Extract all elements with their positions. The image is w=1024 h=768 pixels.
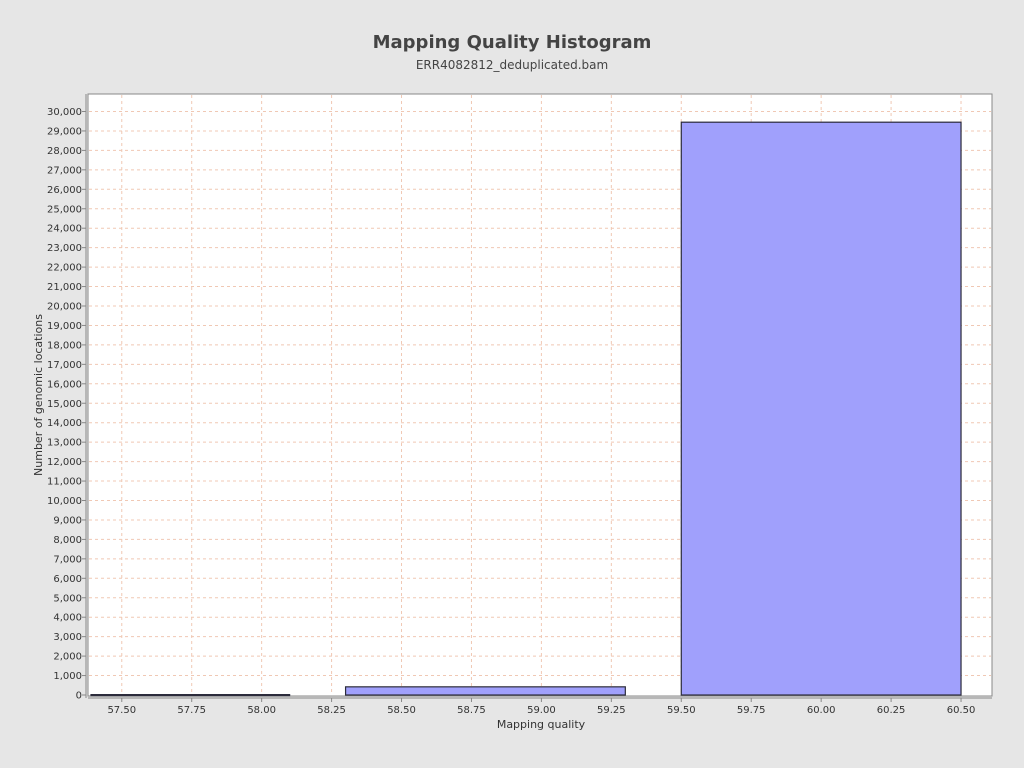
histogram-bar [344,686,626,696]
axes: 0 1,000 2,000 3,000 4,000 5,000 6,000 7,000 8,00… [47,94,992,716]
y-tick-label: 15,000 [47,399,82,410]
y-tick-label: 22,000 [47,263,82,274]
x-tick-label: 59.75 [737,705,766,716]
x-tick-label: 60.00 [807,705,836,716]
y-tick-label: 8,000 [53,535,82,546]
y-tick-label: 7,000 [53,554,82,565]
y-tick-label: 23,000 [47,243,82,254]
x-tick-label: 59.25 [597,705,626,716]
y-tick-label: 9,000 [53,515,82,526]
x-tick-label: 60.50 [947,705,976,716]
y-tick-label: 1,000 [53,671,82,682]
y-tick-label: 17,000 [47,360,82,371]
y-tick-label: 10,000 [47,496,82,507]
histogram-bar [680,121,962,696]
y-tick-label: 13,000 [47,438,82,449]
histogram-bar [90,694,291,697]
y-tick-label: 14,000 [47,418,82,429]
x-tick-label: 59.50 [667,705,696,716]
y-tick-label: 24,000 [47,224,82,235]
x-tick-label: 58.00 [247,705,276,716]
x-tick-label: 59.00 [527,705,556,716]
y-tick-label: 16,000 [47,379,82,390]
histogram-bars [90,121,962,697]
y-tick-label: 30,000 [47,107,82,118]
x-tick-label: 60.25 [877,705,906,716]
chart-title: Mapping Quality Histogram [373,32,652,53]
chart-subtitle: ERR4082812_deduplicated.bam [416,58,608,72]
y-tick-label: 3,000 [53,632,82,643]
y-axis-label: Number of genomic locations [32,314,45,476]
y-tick-label: 11,000 [47,477,82,488]
x-axis-label: Mapping quality [497,718,586,731]
x-tick-label: 57.50 [107,705,136,716]
x-tick-label: 58.25 [317,705,346,716]
y-tick-label: 29,000 [47,126,82,137]
y-tick-label: 5,000 [53,593,82,604]
y-tick-label: 19,000 [47,321,82,332]
y-tick-label: 4,000 [53,613,82,624]
y-tick-label: 2,000 [53,652,82,663]
y-tick-label: 18,000 [47,340,82,351]
y-tick-label: 12,000 [47,457,82,468]
x-tick-label: 57.75 [177,705,206,716]
y-tick-label: 25,000 [47,204,82,215]
y-tick-label: 6,000 [53,574,82,585]
y-tick-label: 20,000 [47,302,82,313]
y-tick-label: 21,000 [47,282,82,293]
y-tick-label: 28,000 [47,146,82,157]
y-tick-label: 0 [76,691,82,702]
y-tick-label: 26,000 [47,185,82,196]
x-tick-label: 58.50 [387,705,416,716]
x-tick-label: 58.75 [457,705,486,716]
y-tick-label: 27,000 [47,165,82,176]
